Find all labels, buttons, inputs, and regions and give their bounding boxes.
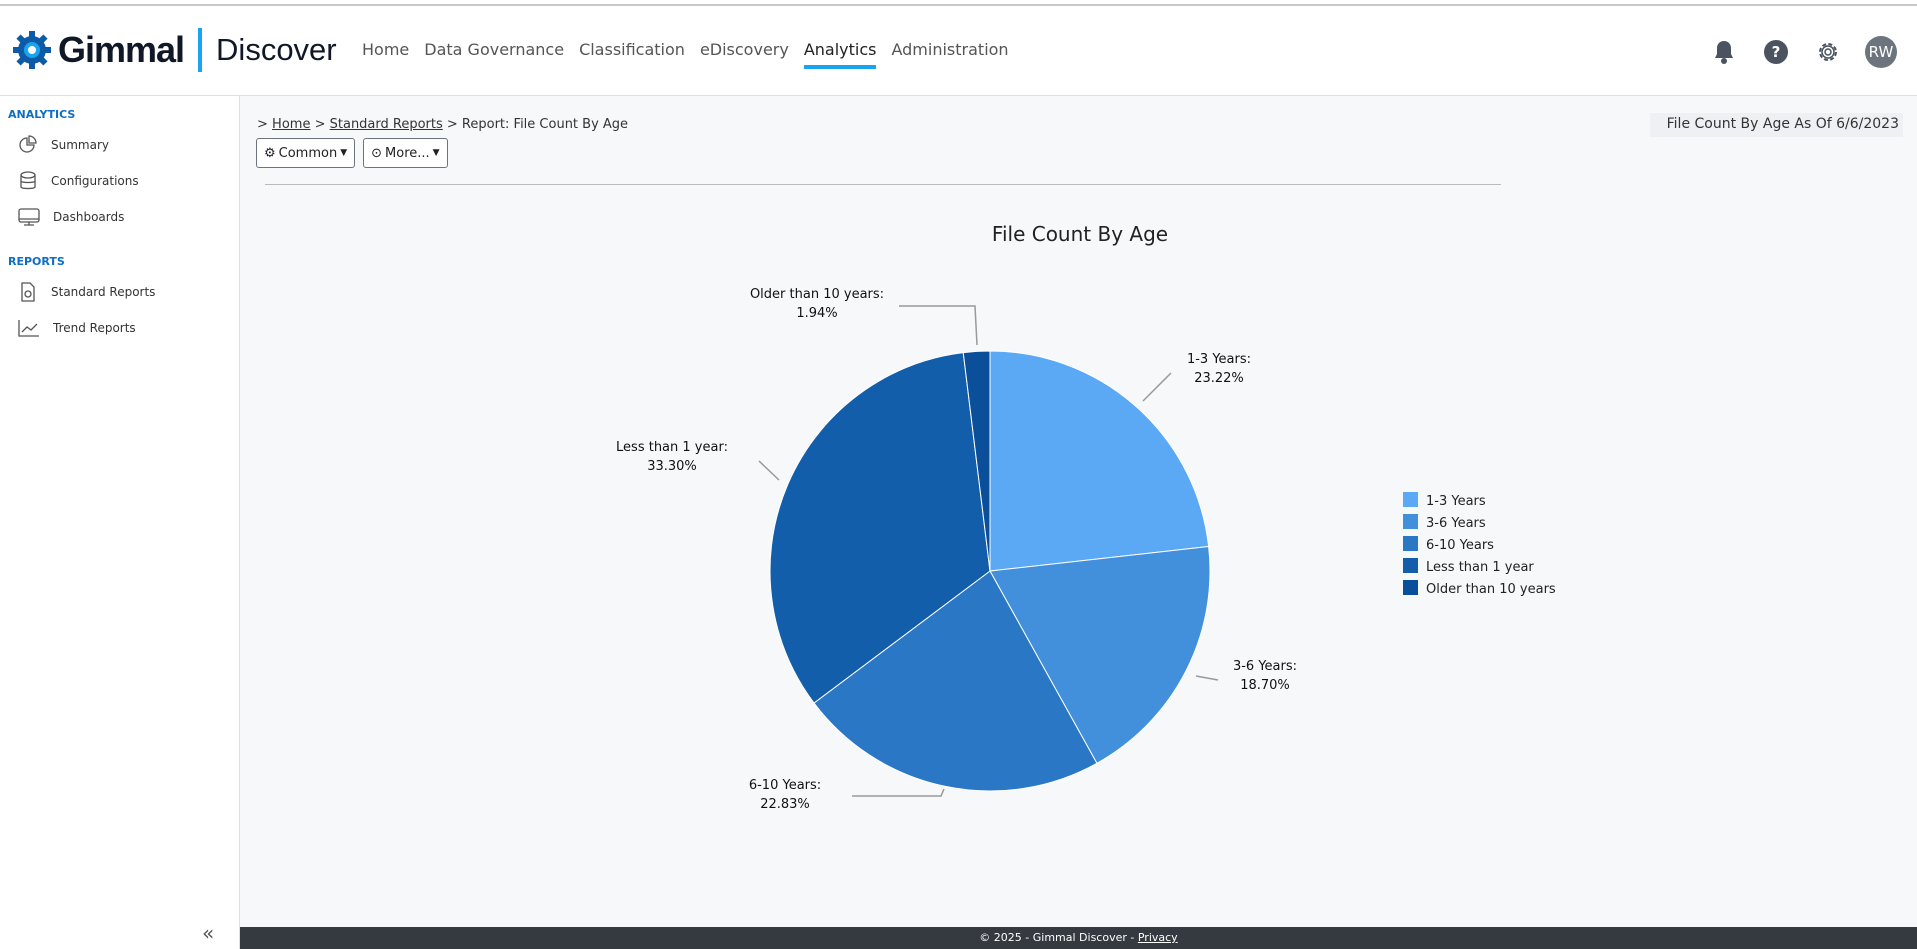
pie-slice[interactable] [769, 352, 991, 704]
legend-item[interactable]: Older than 10 years [1426, 582, 1556, 597]
monitor-icon [18, 208, 40, 226]
slice-value-label: 22.83% [760, 797, 810, 812]
breadcrumb: > Home > Standard Reports > Report: File… [257, 117, 628, 132]
svg-text:?: ? [1772, 43, 1781, 61]
breadcrumb-sep: > [257, 117, 268, 132]
collapse-sidebar-icon[interactable]: « [202, 921, 215, 945]
legend-swatch [1403, 558, 1418, 573]
label-leader-line [1142, 372, 1172, 402]
sidebar-item-label: Trend Reports [53, 321, 136, 335]
logo[interactable]: Gimmal Discover [12, 28, 337, 72]
footer: © 2025 - Gimmal Discover - Privacy [240, 927, 1917, 949]
slice-label: Older than 10 years: [750, 287, 884, 302]
sidebar-item-label: Summary [51, 138, 109, 152]
legend-swatch [1403, 580, 1418, 595]
sidebar-section-reports: REPORTS [8, 255, 65, 268]
legend-item[interactable]: Less than 1 year [1426, 560, 1534, 575]
bell-icon[interactable] [1709, 37, 1739, 67]
browser-top-edge [0, 0, 1917, 6]
pie-chart-icon [19, 135, 37, 153]
gear-icon[interactable] [1813, 37, 1843, 67]
caret-down-icon: ▼ [340, 148, 348, 158]
sidebar-item-standard-reports[interactable]: Standard Reports [0, 274, 239, 310]
slice-value-label: 18.70% [1240, 678, 1290, 693]
nav-home[interactable]: Home [362, 40, 410, 59]
sidebar-item-trend-reports[interactable]: Trend Reports [0, 310, 239, 346]
more-circle-icon: ⊙ [371, 145, 383, 161]
pie-slice[interactable] [962, 350, 991, 572]
sidebar-item-label: Configurations [51, 174, 139, 188]
nav-analytics[interactable]: Analytics [803, 40, 876, 69]
sidebar-item-dashboards[interactable]: Dashboards [0, 199, 239, 235]
slice-label: Less than 1 year: [616, 440, 728, 455]
help-icon[interactable]: ? [1761, 37, 1791, 67]
slice-value-label: 1.94% [796, 306, 837, 321]
sidebar-item-label: Dashboards [53, 210, 125, 224]
more-dropdown-button[interactable]: ⊙ More... ▼ [363, 138, 448, 168]
breadcrumb-current: > Report: File Count By Age [446, 117, 629, 132]
product-name: Discover [216, 32, 337, 67]
nav-ediscovery[interactable]: eDiscovery [699, 40, 789, 59]
avatar[interactable]: RW [1865, 36, 1897, 68]
privacy-link[interactable]: Privacy [1137, 931, 1178, 944]
label-leader-line [758, 460, 780, 481]
report-file-icon [21, 282, 35, 302]
sidebar-item-summary[interactable]: Summary [0, 127, 239, 163]
slice-label: 6-10 Years: [749, 778, 821, 793]
slice-value-label: 23.22% [1194, 371, 1244, 386]
pie-slice[interactable] [989, 350, 1210, 572]
divider [265, 184, 1501, 185]
breadcrumb-standard-reports[interactable]: Standard Reports [329, 117, 443, 132]
breadcrumb-home[interactable]: Home [272, 117, 311, 132]
database-icon [20, 171, 36, 190]
gear-logo-icon [13, 31, 51, 69]
legend-item[interactable]: 6-10 Years [1426, 538, 1494, 553]
sidebar: ANALYTICS Summary Configurations Dashboa… [0, 96, 240, 949]
sidebar-section-analytics: ANALYTICS [8, 108, 76, 121]
line-chart-icon [18, 320, 39, 337]
main-nav: Home Data Governance Classification eDis… [362, 40, 1009, 69]
breadcrumb-sep: > [314, 117, 326, 132]
pie-slice[interactable] [813, 570, 1098, 792]
caret-down-icon: ▼ [432, 148, 440, 158]
pie-slice[interactable] [989, 545, 1211, 764]
sidebar-item-label: Standard Reports [51, 285, 156, 299]
legend-item[interactable]: 3-6 Years [1426, 516, 1486, 531]
legend-item[interactable]: 1-3 Years [1426, 494, 1486, 509]
slice-label: 3-6 Years: [1233, 659, 1297, 674]
button-label: More... [385, 145, 430, 161]
label-leader-line [852, 788, 945, 797]
nav-administration[interactable]: Administration [891, 40, 1009, 59]
brand-name: Gimmal [58, 29, 185, 70]
logo-divider [198, 28, 203, 72]
nav-data-governance[interactable]: Data Governance [424, 40, 565, 59]
top-header: Gimmal Discover Home Data Governance Cla… [0, 6, 1917, 96]
sidebar-item-configurations[interactable]: Configurations [0, 163, 239, 199]
slice-value-label: 33.30% [647, 459, 697, 474]
legend-swatch [1403, 514, 1418, 529]
label-leader-line [899, 305, 978, 346]
footer-text: © 2025 - Gimmal Discover - [979, 931, 1138, 944]
chart-title: File Count By Age [992, 222, 1168, 246]
gear-icon: ⚙ [264, 145, 276, 161]
report-as-of-label: File Count By Age As Of 6/6/2023 [1650, 113, 1903, 137]
nav-classification[interactable]: Classification [579, 40, 685, 59]
button-label: Common [278, 145, 338, 161]
slice-label: 1-3 Years: [1187, 352, 1251, 367]
legend-swatch [1403, 492, 1418, 507]
pie-chart: File Count By Age 1-3 Years: 23.22% 3-6 Ye… [616, 222, 1556, 812]
common-dropdown-button[interactable]: ⚙ Common ▼ [256, 138, 356, 168]
legend-swatch [1403, 536, 1418, 551]
label-leader-line [1195, 675, 1219, 681]
